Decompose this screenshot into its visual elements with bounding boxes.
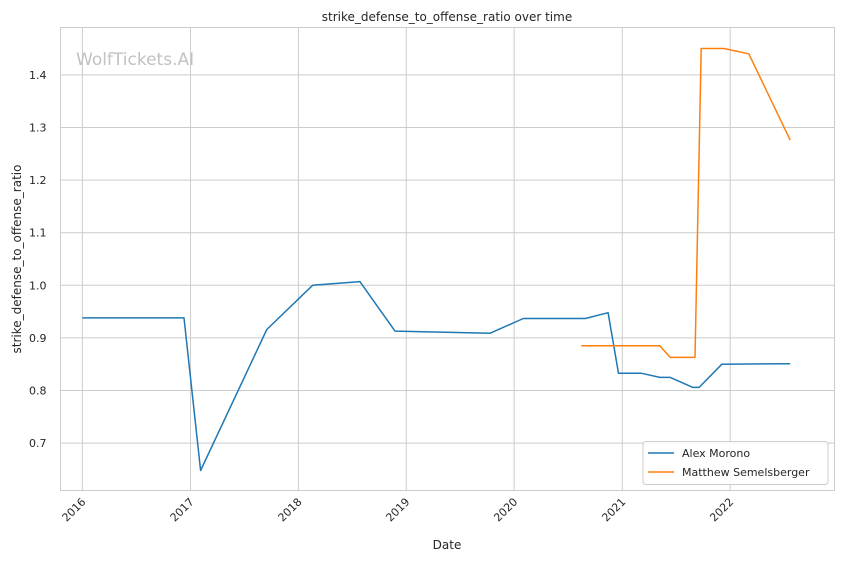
y-tick-label: 1.2: [29, 174, 47, 187]
y-tick-label: 1.0: [29, 279, 47, 292]
legend: Alex Morono Matthew Semelsberger: [642, 441, 829, 485]
watermark-text: WolfTickets.AI: [76, 50, 194, 70]
y-tick-label: 1.3: [29, 121, 47, 134]
y-axis-ticks: 0.7 0.8 0.9 1.0 1.1 1.2 1.3 1.4: [29, 69, 47, 450]
plot-area: [60, 27, 835, 491]
series-line-matthew-semelsberger: [581, 47, 791, 359]
y-tick-label: 0.9: [29, 332, 47, 345]
y-tick-label: 0.7: [29, 437, 47, 450]
series-layer: [82, 47, 791, 472]
y-axis-label: strike_defense_to_offense_ratio: [10, 165, 24, 354]
y-tick-label: 0.8: [29, 385, 47, 398]
series-line-alex-morono: [82, 280, 791, 472]
grid-lines: [60, 27, 835, 491]
y-tick-label: 1.1: [29, 227, 47, 240]
x-axis-label: Date: [433, 538, 462, 552]
legend-box: [642, 441, 829, 485]
legend-label-alex-morono: Alex Morono: [682, 447, 750, 460]
y-tick-label: 1.4: [29, 69, 47, 82]
chart-title: strike_defense_to_offense_ratio over tim…: [322, 10, 572, 24]
legend-label-matthew-semelsberger: Matthew Semelsberger: [682, 466, 810, 479]
